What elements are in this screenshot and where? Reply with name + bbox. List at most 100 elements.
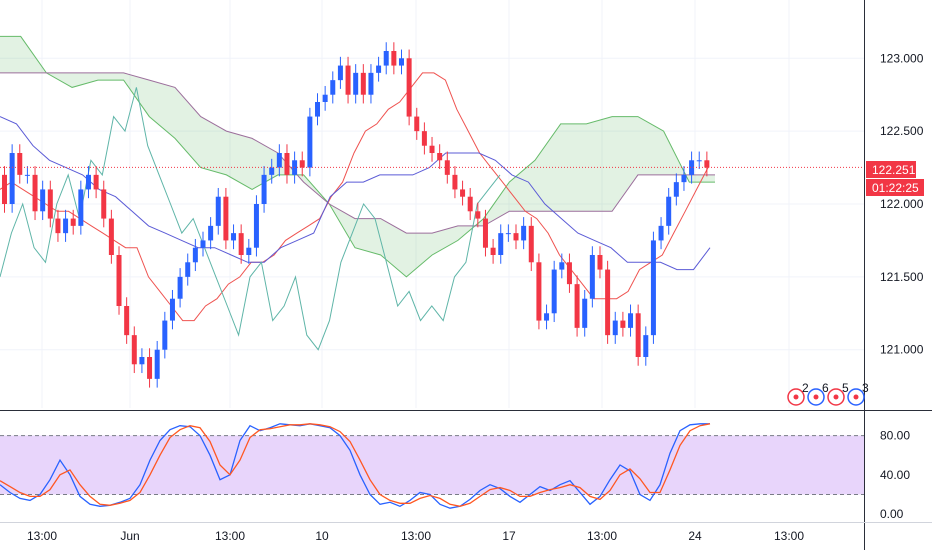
candle-body bbox=[437, 153, 443, 161]
price-tick-label: 123.000 bbox=[880, 51, 924, 65]
candle-body bbox=[689, 160, 695, 175]
senkou-span-a bbox=[0, 35, 715, 278]
event-marker[interactable]: 3 bbox=[847, 381, 869, 406]
current-price-label: 122.251 bbox=[872, 163, 916, 177]
candle-body bbox=[238, 233, 244, 255]
candle-body bbox=[40, 189, 46, 212]
candle-body bbox=[421, 131, 427, 146]
cloud-fill bbox=[0, 36, 715, 277]
price-axis[interactable]: 123.000 122.500 122.000 121.500 121.000 bbox=[880, 51, 924, 356]
candle-body bbox=[215, 196, 221, 226]
stochastic-lines bbox=[0, 423, 711, 509]
candle-body bbox=[452, 174, 458, 190]
candle-body bbox=[177, 276, 183, 299]
candle-body bbox=[185, 262, 191, 277]
candle-body bbox=[93, 174, 99, 190]
time-tick-label: 13:00 bbox=[27, 529, 57, 543]
time-tick-label: 17 bbox=[502, 529, 516, 543]
countdown-label: 01:22:25 bbox=[872, 181, 919, 195]
candle-body bbox=[566, 262, 572, 285]
candle-body bbox=[475, 211, 481, 219]
candle-body bbox=[589, 255, 595, 299]
oscillator-axis[interactable]: 80.00 40.00 0.00 bbox=[880, 429, 910, 522]
candle-body bbox=[330, 80, 336, 95]
candle-body bbox=[368, 72, 374, 95]
stochastic-pane[interactable] bbox=[0, 423, 864, 509]
candle-body bbox=[32, 174, 38, 212]
candle-body bbox=[559, 262, 565, 270]
candle-body bbox=[78, 189, 84, 226]
candle-body bbox=[139, 357, 145, 365]
candle-body bbox=[597, 255, 603, 270]
candle-body bbox=[574, 284, 580, 328]
candle-body bbox=[666, 196, 672, 226]
candle-body bbox=[101, 189, 107, 219]
candle-body bbox=[490, 247, 496, 255]
candle-body bbox=[147, 357, 153, 379]
candle-body bbox=[253, 204, 259, 248]
candle-body bbox=[612, 320, 618, 336]
candle-body bbox=[513, 233, 519, 241]
candle-body bbox=[322, 94, 328, 102]
candle-body bbox=[650, 240, 656, 336]
candle-body bbox=[414, 116, 420, 132]
candle-body bbox=[391, 51, 397, 66]
candle-body bbox=[360, 72, 366, 95]
event-dot-icon bbox=[833, 394, 839, 400]
candle-body bbox=[521, 225, 527, 241]
candle-body bbox=[47, 189, 53, 219]
time-tick-label: Jun bbox=[120, 529, 139, 543]
price-tick-label: 121.000 bbox=[880, 343, 924, 357]
candle-body bbox=[63, 218, 69, 234]
event-marker[interactable]: 6 bbox=[807, 381, 829, 406]
candle-body bbox=[482, 218, 488, 248]
event-dot-icon bbox=[853, 394, 859, 400]
candle-body bbox=[269, 167, 275, 175]
candle-body bbox=[85, 174, 91, 190]
candle-body bbox=[620, 320, 626, 328]
candle-body bbox=[696, 160, 702, 162]
time-tick-label: 24 bbox=[688, 529, 702, 543]
countdown-badge: 01:22:25 bbox=[866, 179, 924, 196]
candle-body bbox=[635, 313, 641, 357]
event-count-label: 2 bbox=[802, 381, 809, 395]
candle-body bbox=[261, 174, 267, 204]
event-count-label: 5 bbox=[842, 381, 849, 395]
event-marker[interactable]: 5 bbox=[827, 381, 849, 406]
price-pane[interactable] bbox=[0, 0, 864, 408]
overbought-oversold-band bbox=[0, 435, 864, 495]
main-grid bbox=[0, 0, 864, 408]
candle-body bbox=[551, 269, 557, 314]
candle-body bbox=[582, 298, 588, 328]
stoch-d-line bbox=[0, 423, 711, 507]
candle-body bbox=[498, 233, 504, 255]
price-tick-label: 122.000 bbox=[880, 197, 924, 211]
candle-body bbox=[658, 225, 664, 241]
ichimoku-cloud bbox=[0, 35, 715, 278]
candle-body bbox=[116, 255, 122, 306]
candle-body bbox=[55, 218, 61, 234]
candle-body bbox=[353, 72, 359, 95]
candle-body bbox=[528, 225, 534, 263]
candle-body bbox=[467, 196, 473, 212]
candle-body bbox=[544, 313, 550, 321]
candle-body bbox=[315, 102, 321, 117]
candle-body bbox=[398, 58, 404, 66]
candle-body bbox=[673, 182, 679, 197]
time-tick-label: 13:00 bbox=[774, 529, 804, 543]
event-count-label: 6 bbox=[822, 381, 829, 395]
time-tick-label: 13:00 bbox=[401, 529, 431, 543]
time-tick-label: 10 bbox=[315, 529, 329, 543]
candle-body bbox=[704, 160, 710, 168]
candle-body bbox=[406, 58, 412, 117]
candlesticks bbox=[2, 42, 710, 388]
candle-body bbox=[2, 174, 7, 204]
candle-body bbox=[505, 233, 511, 235]
time-axis[interactable]: 13:00 Jun 13:00 10 13:00 17 13:00 24 13:00 bbox=[27, 529, 804, 543]
event-marker[interactable]: 2 bbox=[787, 381, 809, 406]
candle-body bbox=[276, 153, 282, 168]
candle-body bbox=[231, 233, 237, 241]
candle-body bbox=[246, 247, 252, 255]
